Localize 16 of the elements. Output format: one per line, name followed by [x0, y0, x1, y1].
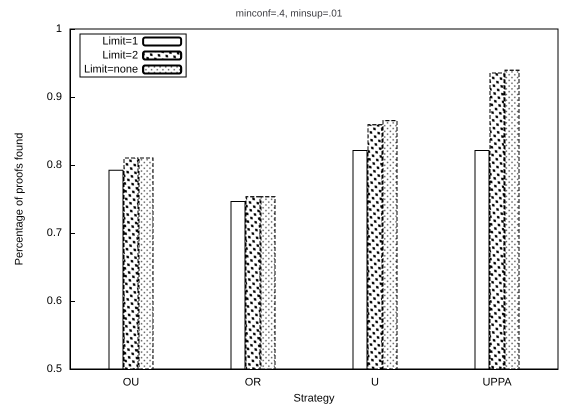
x-axis-title: Strategy	[294, 392, 335, 404]
y-axis-title: Percentage of proofs found	[14, 132, 26, 266]
y-tick-label: 0.5	[46, 363, 62, 375]
legend-label: Limit=1	[102, 36, 138, 48]
chart-title: minconf=.4, minsup=.01	[236, 8, 343, 20]
x-tick-label: OR	[244, 376, 262, 388]
legend-label: Limit=none	[84, 64, 138, 76]
y-tick-label: 0.7	[46, 227, 62, 239]
y-tick-label: 0.9	[46, 91, 62, 103]
y-tick-label: 1	[56, 23, 62, 35]
x-tick-label: OU	[122, 376, 140, 388]
legend-label: Limit=2	[102, 50, 138, 62]
x-tick-label: UPPA	[482, 376, 512, 388]
y-tick-label: 0.8	[46, 159, 62, 171]
y-tick-label: 0.6	[46, 295, 62, 307]
x-tick-label: U	[371, 376, 380, 388]
